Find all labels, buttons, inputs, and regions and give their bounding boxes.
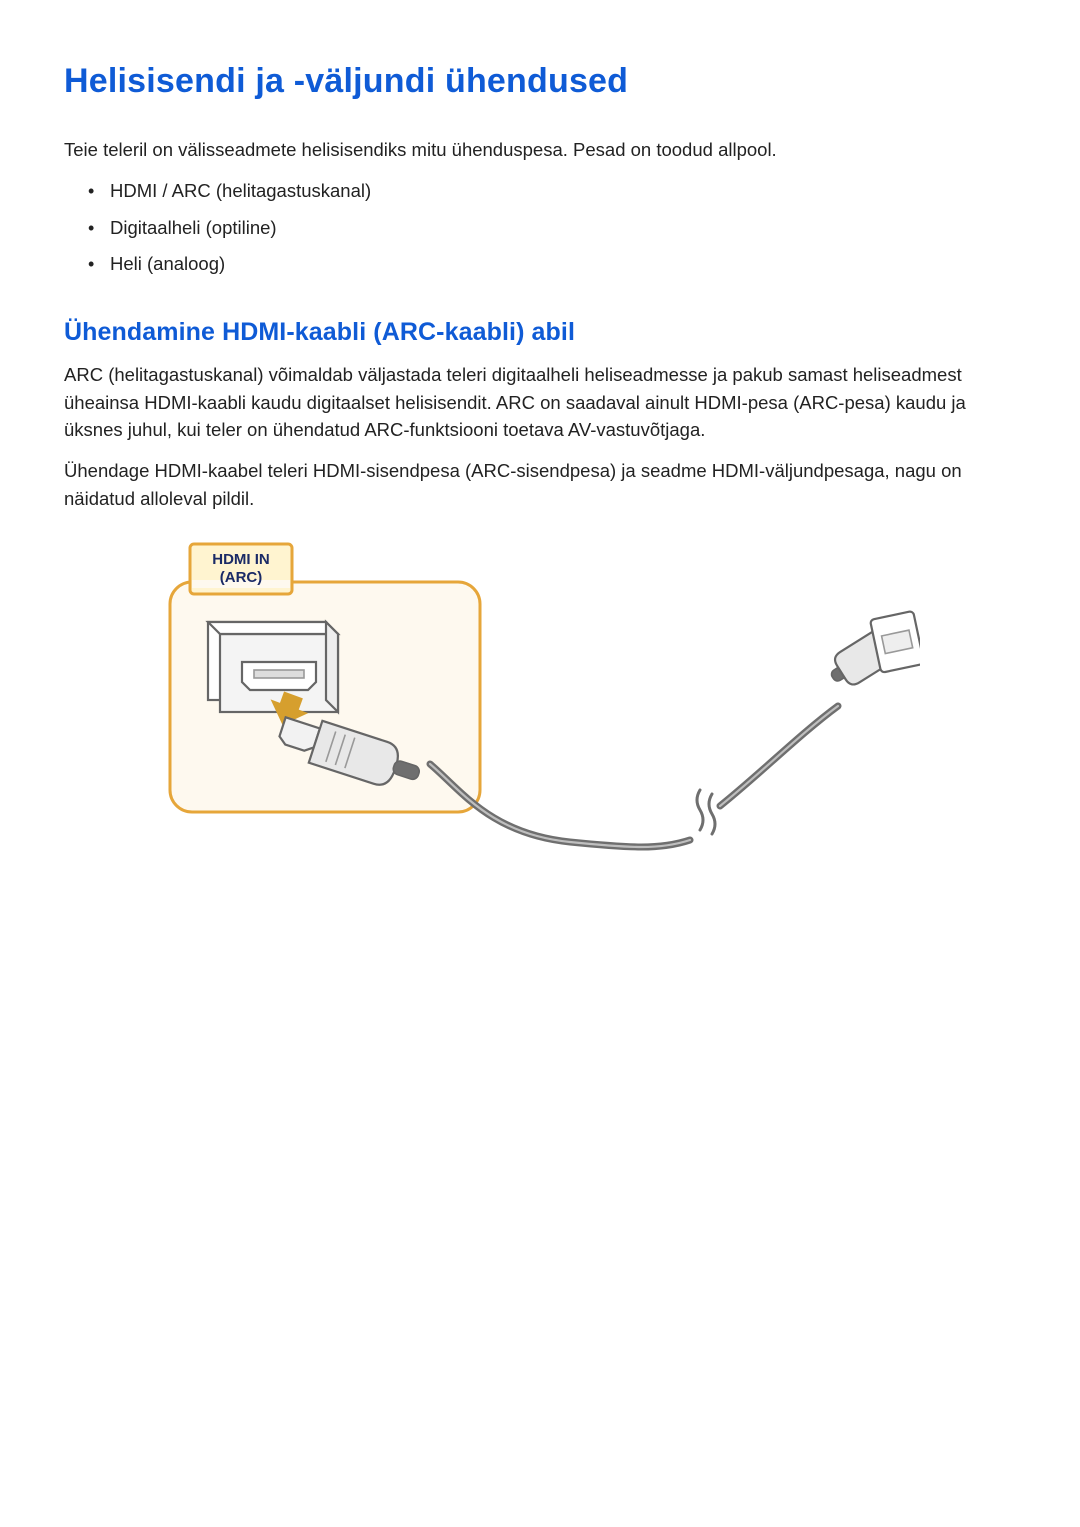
cable-path-right-highlight: [720, 706, 838, 806]
callout-label-line2: (ARC): [220, 569, 263, 586]
section-title: Ühendamine HDMI-kaabli (ARC-kaabli) abil: [64, 318, 1016, 347]
page-title: Helisisendi ja -väljundi ühendused: [64, 62, 1016, 101]
list-item: Digitaalheli (optiline): [110, 215, 1016, 242]
list-item: HDMI / ARC (helitagastuskanal): [110, 178, 1016, 205]
diagram-container: HDMI IN (ARC): [64, 534, 1016, 874]
hdmi-port: [208, 622, 338, 712]
section-paragraph-2: Ühendage HDMI-kaabel teleri HDMI-sisendp…: [64, 457, 1016, 512]
hdmi-arc-diagram: HDMI IN (ARC): [160, 534, 920, 874]
intro-paragraph: Teie teleril on välisseadmete helisisend…: [64, 137, 1016, 164]
cable-break-icon: [697, 790, 715, 834]
ports-list: HDMI / ARC (helitagastuskanal) Digitaalh…: [64, 178, 1016, 278]
list-item: Heli (analoog): [110, 251, 1016, 278]
callout-label-line1: HDMI IN: [212, 551, 270, 568]
section-paragraph-1: ARC (helitagastuskanal) võimaldab väljas…: [64, 361, 1016, 443]
